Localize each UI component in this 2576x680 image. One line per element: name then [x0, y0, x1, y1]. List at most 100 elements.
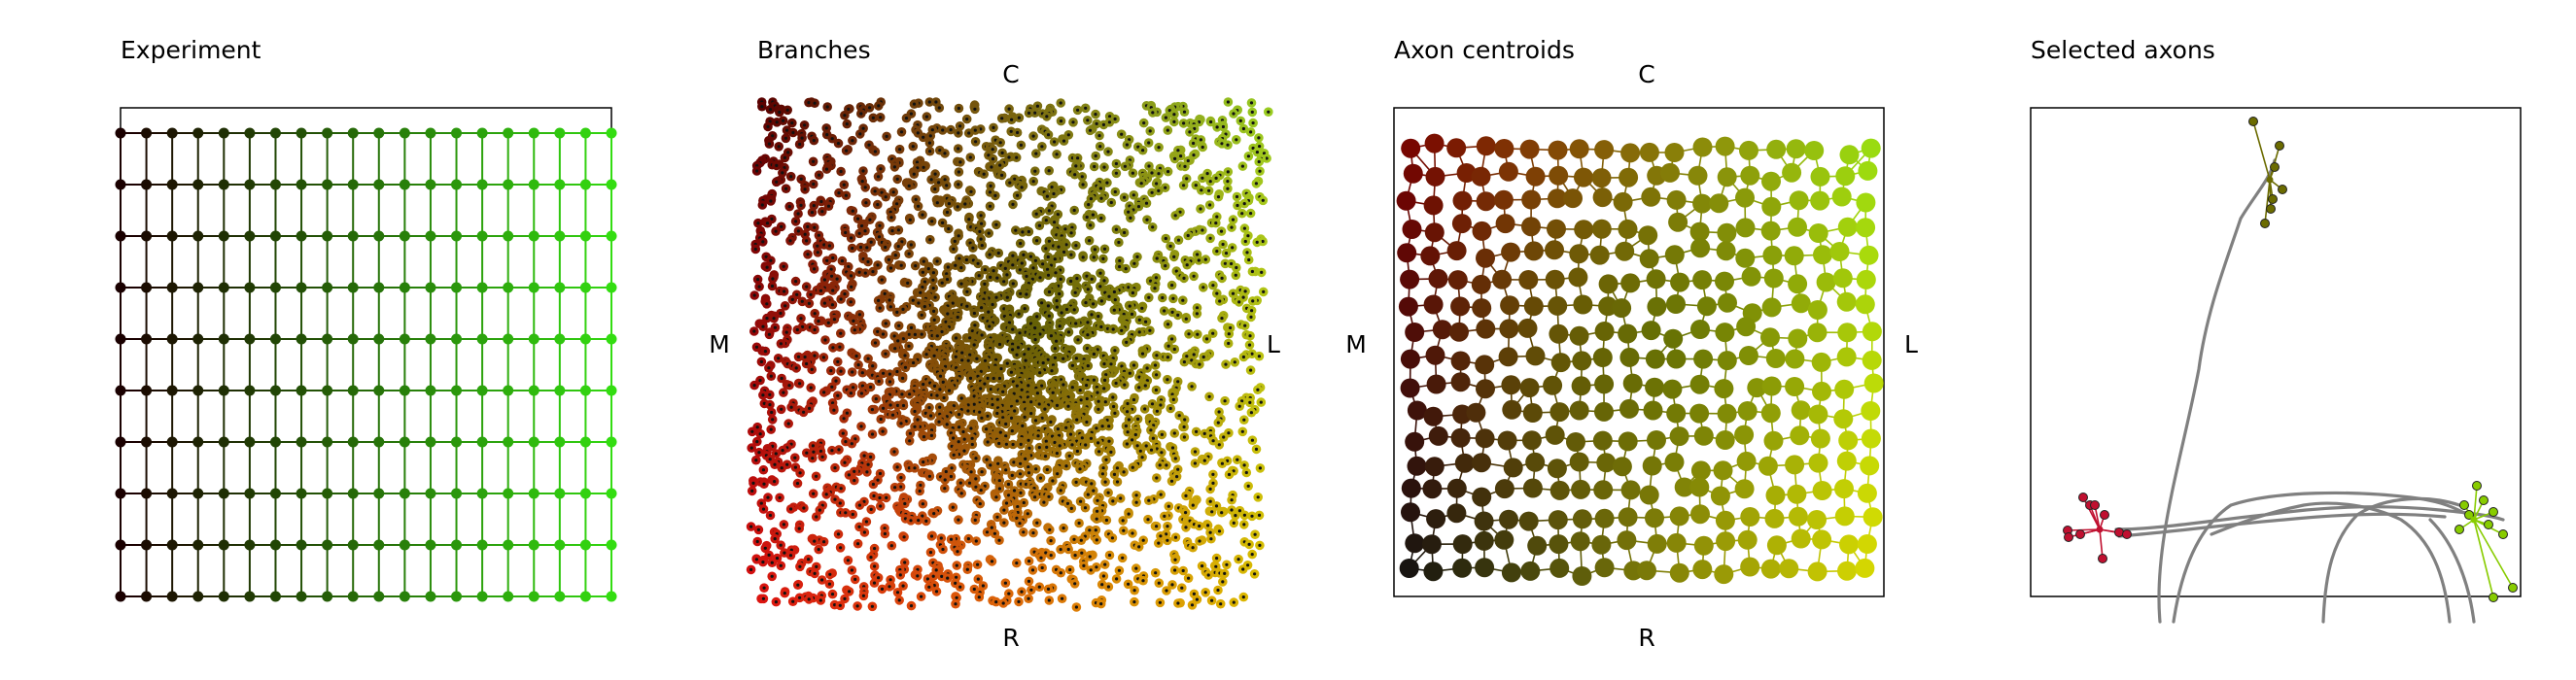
- branch-point: [764, 139, 775, 149]
- grid-node: [554, 282, 566, 293]
- branch-point: [818, 353, 829, 362]
- branch-point: [1173, 235, 1184, 245]
- branch-point-center: [864, 201, 868, 205]
- branch-point: [1214, 296, 1225, 306]
- branch-point-center: [1125, 340, 1129, 344]
- branch-point: [1218, 239, 1228, 250]
- branch-point-center: [922, 135, 925, 139]
- branch-point-center: [946, 265, 950, 269]
- branch-point: [870, 338, 881, 348]
- branch-point-center: [1094, 153, 1097, 158]
- branch-point-center: [1090, 277, 1094, 281]
- grid-node: [451, 127, 463, 139]
- branch-point-center: [988, 324, 992, 328]
- branch-point: [801, 236, 812, 246]
- branch-point-center: [1172, 255, 1176, 258]
- branch-point-center: [809, 386, 813, 390]
- grid-node: [579, 488, 591, 499]
- branch-point-center: [965, 118, 969, 121]
- branch-point-center: [752, 329, 756, 333]
- branch-point-center: [818, 173, 821, 177]
- branch-point: [970, 104, 980, 115]
- branch-point-center: [1098, 145, 1102, 149]
- branch-point-center: [1164, 264, 1167, 268]
- branch-point-center: [1171, 296, 1175, 300]
- branch-point-center: [1093, 248, 1097, 252]
- branch-point-center: [987, 231, 991, 235]
- branch-point-center: [1105, 181, 1109, 185]
- branch-point-center: [931, 271, 936, 275]
- branch-point-center: [1231, 291, 1236, 295]
- branch-point-center: [812, 159, 816, 163]
- branch-point: [1216, 226, 1227, 236]
- grid-node: [322, 436, 333, 448]
- branch-point: [1247, 266, 1258, 277]
- branch-point-center: [1106, 150, 1110, 153]
- branch-point-center: [895, 310, 899, 314]
- branch-point-center: [1050, 369, 1054, 373]
- branch-point-center: [825, 258, 829, 262]
- branch-point: [1185, 127, 1195, 137]
- branch-point: [1028, 176, 1038, 187]
- branch-point-center: [1236, 203, 1239, 208]
- branch-point-center: [931, 278, 935, 282]
- branch-point: [873, 199, 883, 210]
- branch-point-center: [893, 347, 897, 351]
- branch-point: [1098, 254, 1108, 264]
- branch-point-center: [865, 246, 869, 250]
- branch-point: [1077, 172, 1088, 182]
- branch-point-center: [983, 268, 988, 272]
- branch-point-center: [1153, 363, 1158, 367]
- branch-point: [848, 135, 857, 146]
- branch-point-center: [1199, 207, 1202, 211]
- branch-point: [1094, 311, 1103, 322]
- branch-point-center: [907, 252, 911, 255]
- branch-point-center: [1047, 239, 1051, 243]
- branch-point: [861, 197, 871, 208]
- branch-point-center: [1088, 239, 1092, 243]
- branch-point-center: [1059, 277, 1062, 281]
- branch-point: [932, 197, 943, 208]
- branch-point: [1110, 346, 1120, 356]
- branch-point-center: [1140, 306, 1144, 310]
- branch-point-center: [954, 336, 958, 340]
- branch-point-center: [1031, 180, 1035, 184]
- branch-point: [1256, 267, 1267, 278]
- grid-node: [476, 179, 488, 190]
- panel-branches: Branches C R M L: [709, 36, 1280, 652]
- branch-point-center: [1102, 165, 1106, 169]
- branch-point-center: [1058, 291, 1062, 296]
- branch-point-center: [895, 202, 899, 206]
- branch-point-center: [873, 189, 877, 193]
- branch-point-center: [1172, 347, 1176, 352]
- branch-point: [806, 383, 816, 392]
- branch-point-center: [1014, 228, 1018, 232]
- branch-point: [1044, 287, 1055, 297]
- branch-point-center: [922, 165, 925, 169]
- branch-point-center: [775, 120, 779, 124]
- branch-point: [892, 174, 902, 185]
- branch-point-center: [851, 246, 854, 251]
- branch-point-center: [927, 141, 932, 145]
- branch-point-center: [1136, 205, 1141, 209]
- branch-point-center: [879, 116, 883, 119]
- branch-point: [1083, 329, 1093, 340]
- branch-point-center: [1112, 289, 1116, 294]
- branch-point: [1103, 147, 1113, 156]
- branch-point-center: [1086, 288, 1090, 291]
- branch-point: [954, 103, 964, 114]
- branch-point: [806, 289, 816, 300]
- branch-point: [925, 234, 935, 245]
- branch-point-center: [769, 199, 773, 203]
- branch-point-center: [983, 358, 988, 362]
- branch-point-center: [1091, 213, 1095, 217]
- branch-point-center: [1046, 133, 1051, 137]
- branch-point: [813, 247, 823, 257]
- branch-point-center: [1243, 323, 1247, 327]
- grid-node: [579, 591, 591, 602]
- branch-point-center: [1027, 111, 1031, 115]
- branch-point: [989, 122, 998, 133]
- branch-point-center: [967, 218, 971, 221]
- branch-point-center: [817, 233, 821, 237]
- branch-point: [963, 128, 974, 138]
